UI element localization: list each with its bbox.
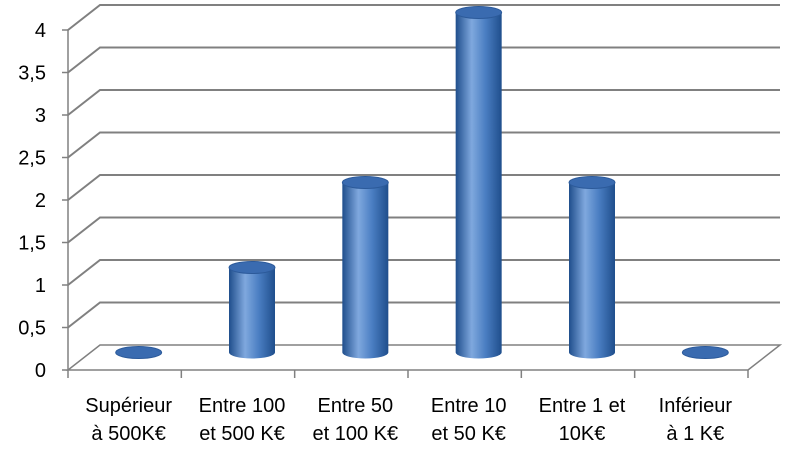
bar bbox=[568, 176, 616, 359]
floor bbox=[65, 344, 783, 371]
axes bbox=[62, 29, 783, 378]
x-category-label: et 100 K€ bbox=[313, 423, 399, 445]
y-tick-label: 0,5 bbox=[18, 318, 46, 340]
y-tick-label: 3,5 bbox=[18, 63, 46, 85]
gridline bbox=[67, 89, 780, 116]
bar-body bbox=[569, 182, 615, 359]
bar-body bbox=[342, 182, 389, 359]
x-category-label: à 1 K€ bbox=[666, 423, 724, 445]
gridline bbox=[67, 131, 780, 159]
gridline bbox=[67, 301, 780, 329]
x-category-label: Entre 10 bbox=[431, 395, 507, 417]
bar-top bbox=[455, 6, 503, 19]
gridline bbox=[67, 46, 780, 74]
bar-top bbox=[341, 176, 389, 189]
gridline bbox=[67, 4, 780, 31]
bar-body bbox=[229, 267, 275, 359]
y-tick-label: 1 bbox=[35, 275, 46, 297]
bar bbox=[115, 346, 163, 359]
bars bbox=[115, 6, 729, 359]
bar bbox=[455, 6, 503, 359]
y-tick-label: 2 bbox=[35, 190, 46, 212]
y-tick-label: 0 bbox=[35, 360, 46, 382]
bar-top bbox=[568, 176, 616, 189]
gridline bbox=[67, 174, 780, 201]
x-category-label: et 50 K€ bbox=[431, 423, 506, 445]
bar-top bbox=[115, 346, 163, 359]
y-tick-label: 4 bbox=[35, 20, 46, 42]
y-tick-labels: 0 0,5 1 1,5 2 2,5 3 3,5 4 bbox=[18, 20, 46, 382]
x-category-label: 10K€ bbox=[559, 423, 606, 445]
x-category-label: Supérieur bbox=[85, 395, 172, 417]
y-tick-label: 3 bbox=[35, 105, 46, 127]
bar-body bbox=[455, 12, 502, 359]
bar-top bbox=[681, 346, 729, 359]
bar bbox=[228, 261, 276, 359]
y-tick-label: 1,5 bbox=[18, 233, 46, 255]
y-tick-label: 2,5 bbox=[18, 148, 46, 170]
x-category-label: Entre 1 et bbox=[539, 395, 626, 417]
x-category-label: à 500K€ bbox=[91, 423, 166, 445]
x-category-labels: Supérieur à 500K€ Entre 100 et 500 K€ Entre … bbox=[85, 395, 732, 445]
gridline bbox=[67, 259, 780, 286]
x-category-label: et 500 K€ bbox=[199, 423, 285, 445]
bar-top bbox=[228, 261, 276, 274]
x-category-label: Entre 50 bbox=[318, 395, 394, 417]
bar bbox=[341, 176, 389, 359]
x-category-label: Entre 100 bbox=[199, 395, 286, 417]
x-category-label: Inférieur bbox=[659, 395, 733, 417]
gridline bbox=[67, 216, 780, 244]
gridlines bbox=[67, 4, 780, 329]
bar bbox=[681, 346, 729, 359]
